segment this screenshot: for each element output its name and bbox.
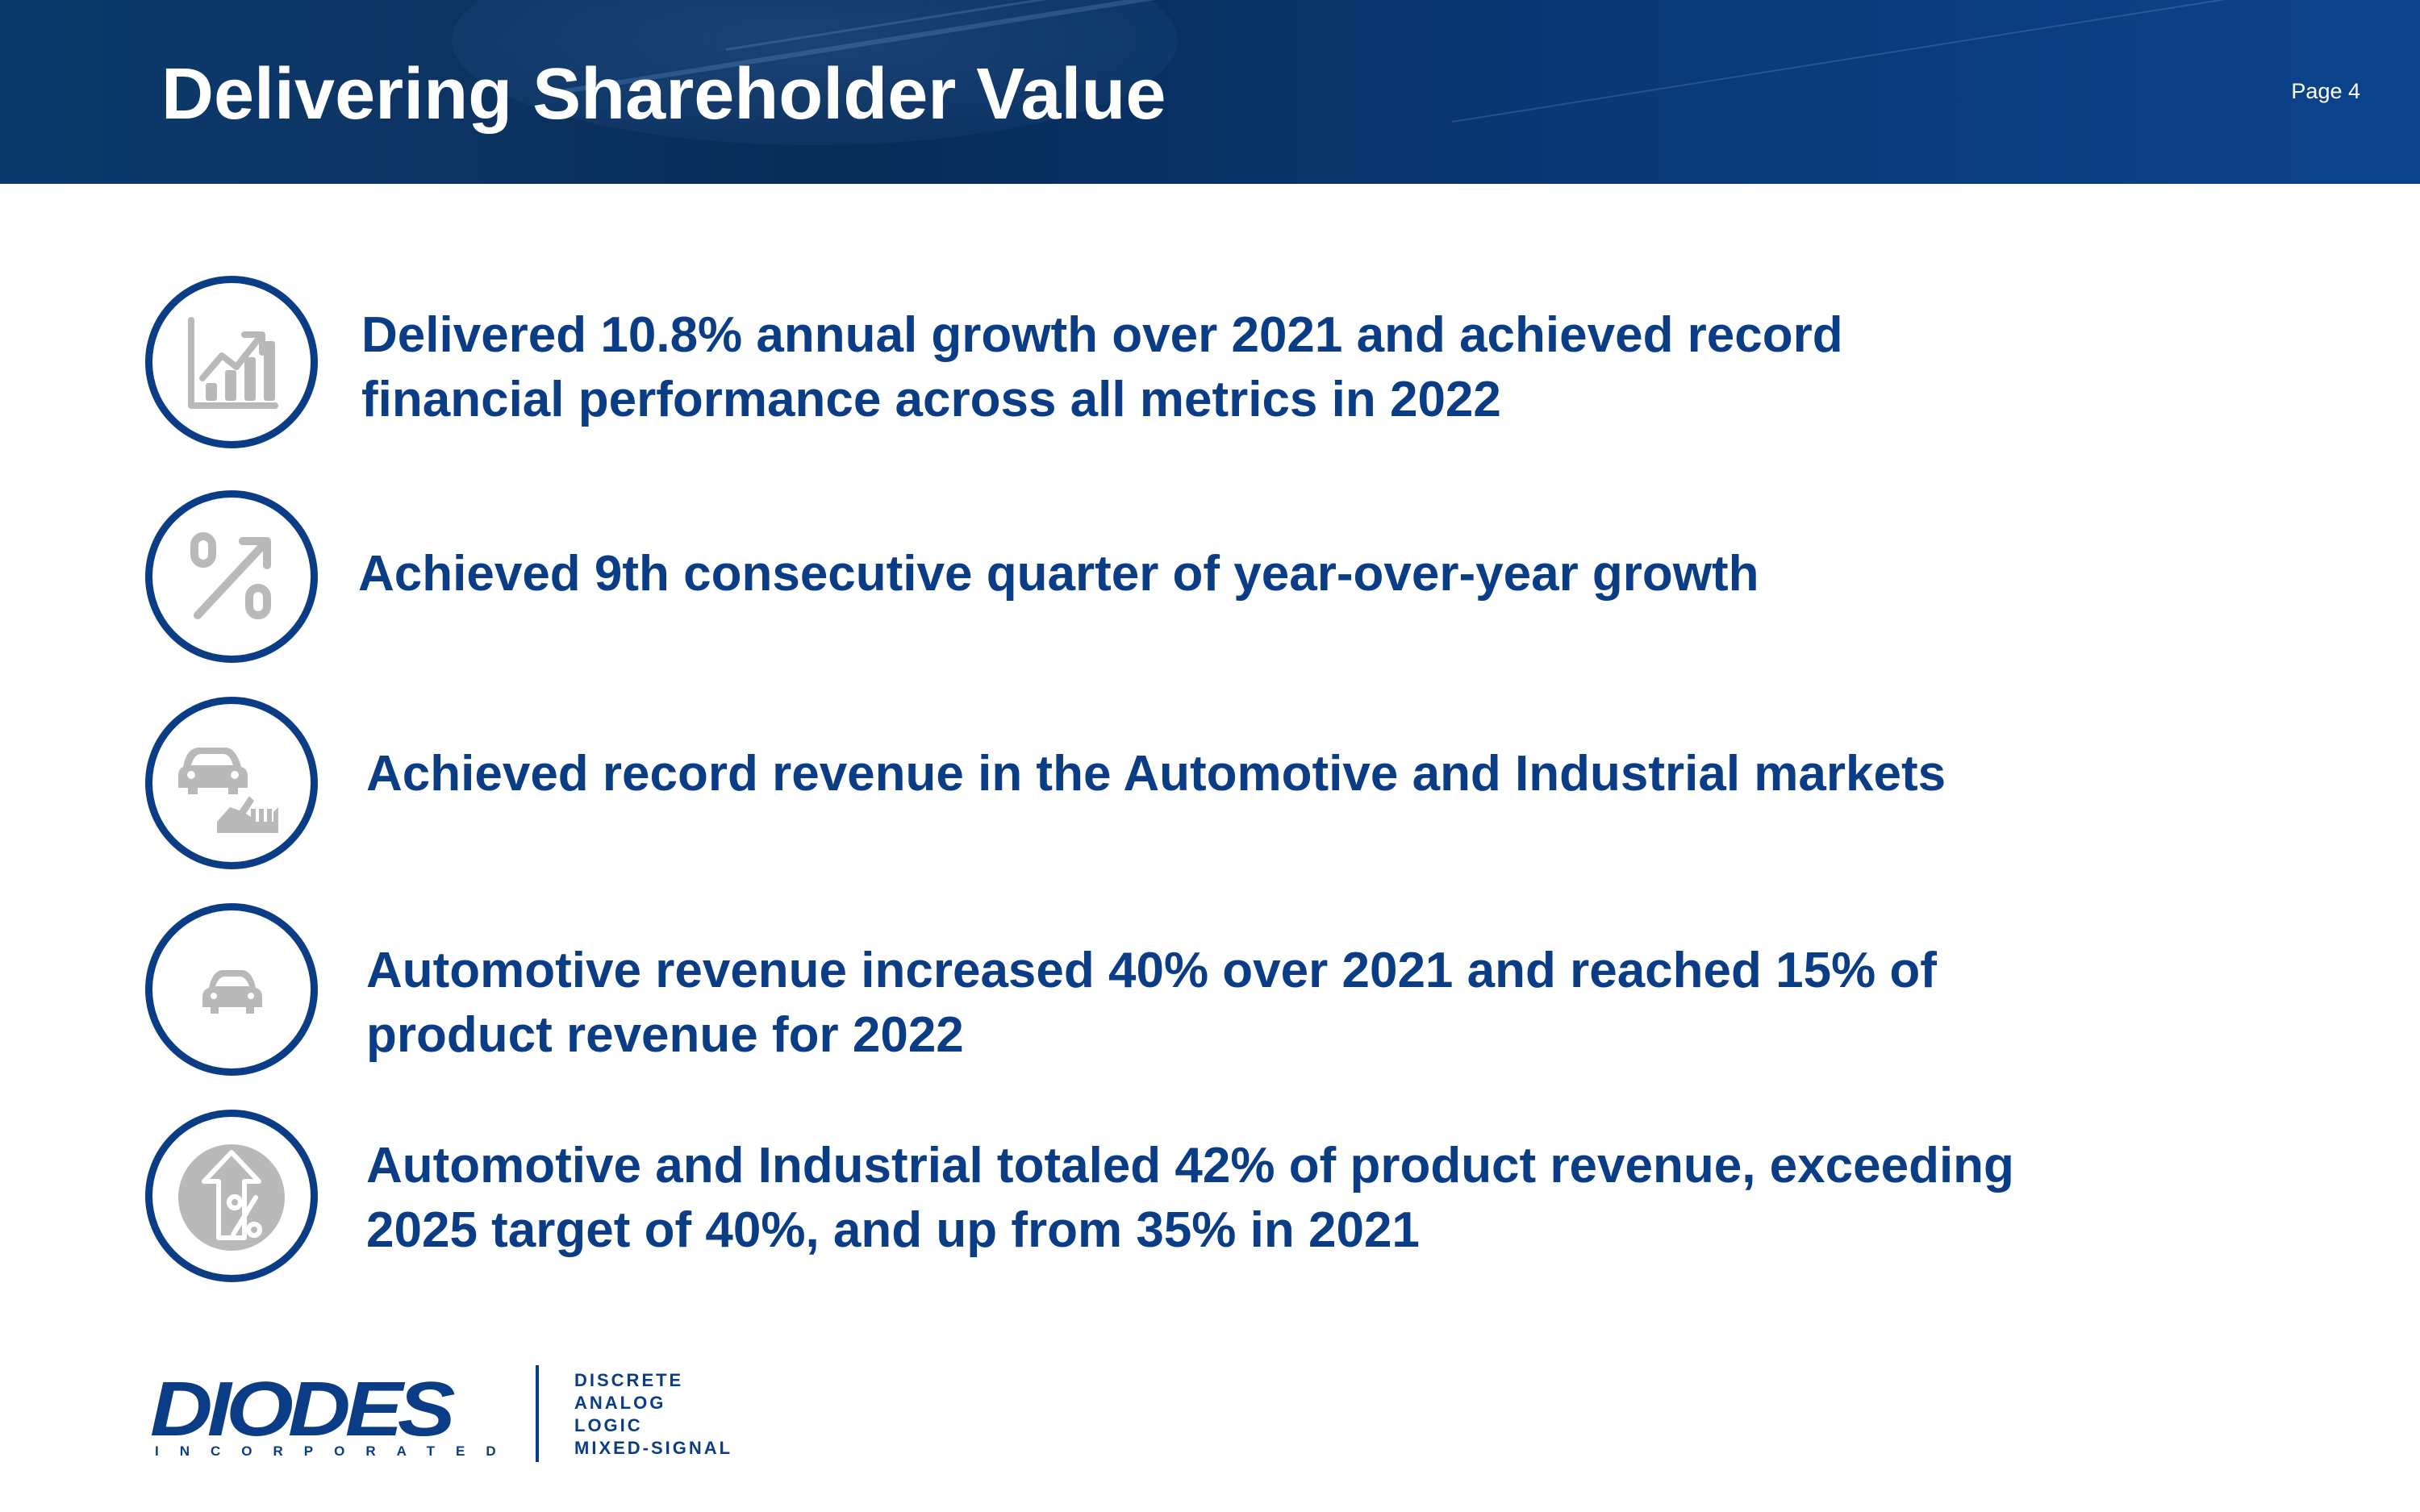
tagline-item: LOGIC <box>574 1415 643 1435</box>
percent-up-arrow-icon <box>178 1144 285 1251</box>
item-text: Delivered 10.8% annual growth over 2021 … <box>361 307 1843 427</box>
page-title: Delivering Shareholder Value <box>161 54 1166 135</box>
item-text: Automotive revenue increased 40% over 20… <box>366 943 1937 1063</box>
car-icon <box>202 970 262 1014</box>
header-banner: Delivering Shareholder Value Page 4 <box>0 0 2420 184</box>
logo-wordmark: DIODES <box>150 1366 456 1452</box>
product-taglines: DISCRETE ANALOG LOGIC MIXED-SIGNAL <box>574 1369 732 1460</box>
icon-circle <box>145 1110 318 1282</box>
tagline-item: MIXED-SIGNAL <box>574 1438 733 1458</box>
car-and-factory-icon <box>178 748 278 833</box>
icon-circle <box>145 490 318 663</box>
item-text: Achieved 9th consecutive quarter of year… <box>358 546 1759 602</box>
percent-growth-icon <box>190 532 271 619</box>
tagline-item: ANALOG <box>574 1393 666 1413</box>
icon-circle <box>145 903 318 1076</box>
logo-subtitle: INCORPORATED <box>155 1443 517 1459</box>
tagline-item: DISCRETE <box>574 1370 684 1390</box>
item-text: Automotive and Industrial totaled 42% of… <box>366 1138 2014 1258</box>
item-text: Achieved record revenue in the Automotiv… <box>366 746 1946 802</box>
page-number: Page 4 <box>2291 79 2360 103</box>
icon-circle <box>145 276 318 448</box>
header-streak <box>1451 0 2409 123</box>
bar-chart-growth-icon <box>188 317 278 409</box>
icon-circle <box>145 697 318 869</box>
company-logo: DIODES INCORPORATED <box>150 1366 517 1460</box>
logo-divider <box>536 1365 539 1462</box>
